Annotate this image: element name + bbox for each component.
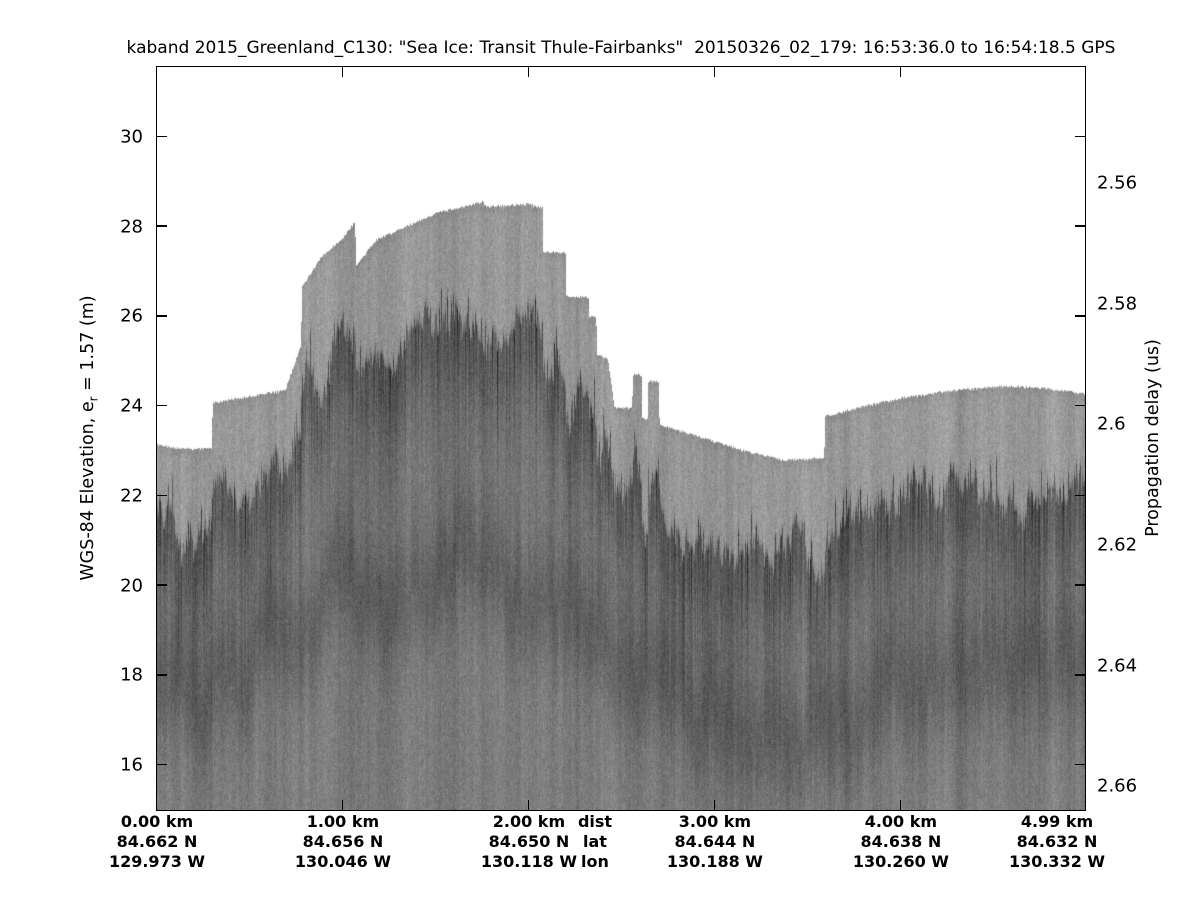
bottom-axis-tick <box>155 799 158 810</box>
left-axis-tick <box>156 584 167 586</box>
x-label-column: 4.00 km 84.638 N 130.260 W <box>853 812 949 872</box>
elevation-tick-label: 24 <box>120 395 143 417</box>
x-label-column: 1.00 km 84.656 N 130.046 W <box>295 812 391 872</box>
delay-tick-label: 2.56 <box>1097 172 1138 194</box>
delay-tick-label: 2.58 <box>1097 293 1138 315</box>
right-axis-tick <box>1074 135 1085 138</box>
top-axis-tick <box>341 66 344 77</box>
x-lat-label: 84.638 N <box>860 832 942 851</box>
x-legend-column: dist lat lon <box>578 812 612 872</box>
x-label-column: 2.00 km 84.650 N 130.118 W <box>481 812 577 872</box>
bottom-axis-tick <box>899 799 902 810</box>
delay-tick-label: 2.62 <box>1097 534 1138 556</box>
top-axis-tick <box>527 66 530 77</box>
delay-tick-label: 2.66 <box>1097 775 1138 797</box>
bottom-axis-tick <box>713 799 716 810</box>
x-distance-label: 4.99 km <box>1020 812 1094 831</box>
x-lon-label: 130.046 W <box>294 852 392 871</box>
left-axis-tick <box>156 135 167 138</box>
x-lat-label: 84.662 N <box>116 832 198 851</box>
plot-area <box>155 65 1086 811</box>
x-lon-label: 129.973 W <box>108 852 206 871</box>
top-axis-tick <box>713 66 716 77</box>
left-axis-tick <box>156 225 167 227</box>
echogram-canvas <box>156 66 1085 810</box>
top-axis-tick <box>155 66 158 77</box>
elevation-tick-label: 16 <box>120 754 143 776</box>
x-lon-label: 130.188 W <box>666 852 763 871</box>
x-distance-label: 2.00 km <box>492 812 566 831</box>
x-distance-label: 0.00 km <box>120 812 194 831</box>
bottom-axis-tick <box>527 799 530 810</box>
x-lat-label: 84.656 N <box>302 832 384 851</box>
x-legend-dist: dist <box>577 812 613 831</box>
x-lon-label: 130.118 W <box>480 852 577 871</box>
right-axis-tick <box>1074 494 1085 497</box>
elevation-tick-label: 22 <box>120 485 143 507</box>
x-distance-label: 1.00 km <box>306 812 380 831</box>
top-axis-tick <box>899 66 902 77</box>
right-axis-tick <box>1074 763 1085 766</box>
x-label-column: 3.00 km 84.644 N 130.188 W <box>667 812 763 872</box>
left-axis-tick <box>156 494 167 497</box>
left-axis-tick <box>156 763 167 766</box>
x-label-column: 0.00 km 84.662 N 129.973 W <box>109 812 205 872</box>
elevation-tick-label: 20 <box>120 575 143 597</box>
right-axis-tick <box>1074 584 1085 586</box>
x-lat-label: 84.650 N <box>488 832 570 851</box>
x-distance-label: 3.00 km <box>678 812 752 831</box>
x-lat-label: 84.632 N <box>1016 832 1098 851</box>
right-axis-label: Propagation delay (us) <box>1143 339 1163 537</box>
delay-tick-label: 2.6 <box>1097 413 1126 435</box>
x-lon-label: 130.332 W <box>1008 852 1106 871</box>
x-legend-lat: lat <box>583 832 607 851</box>
left-axis-tick <box>156 674 167 676</box>
x-label-column: 4.99 km 84.632 N 130.332 W <box>1009 812 1105 872</box>
x-distance-label: 4.00 km <box>864 812 938 831</box>
left-axis-tick <box>156 404 167 407</box>
x-legend-lon: lon <box>581 852 609 871</box>
left-axis-label: WGS-84 Elevation, er = 1.57 (m) <box>78 295 101 580</box>
delay-tick-label: 2.64 <box>1097 655 1138 677</box>
figure-title: kaband 2015_Greenland_C130: "Sea Ice: Tr… <box>126 38 1116 58</box>
elevation-tick-label: 18 <box>120 664 143 686</box>
x-lat-label: 84.644 N <box>674 832 756 851</box>
left-axis-tick <box>156 315 167 317</box>
bottom-axis-tick <box>341 799 344 810</box>
right-axis-tick <box>1074 315 1085 317</box>
right-axis-tick <box>1074 674 1085 676</box>
elevation-tick-label: 30 <box>120 126 143 148</box>
elevation-tick-label: 26 <box>120 305 143 327</box>
x-lon-label: 130.260 W <box>852 852 949 871</box>
right-axis-tick <box>1074 225 1085 227</box>
elevation-tick-label: 28 <box>120 216 143 238</box>
right-axis-tick <box>1074 404 1085 407</box>
